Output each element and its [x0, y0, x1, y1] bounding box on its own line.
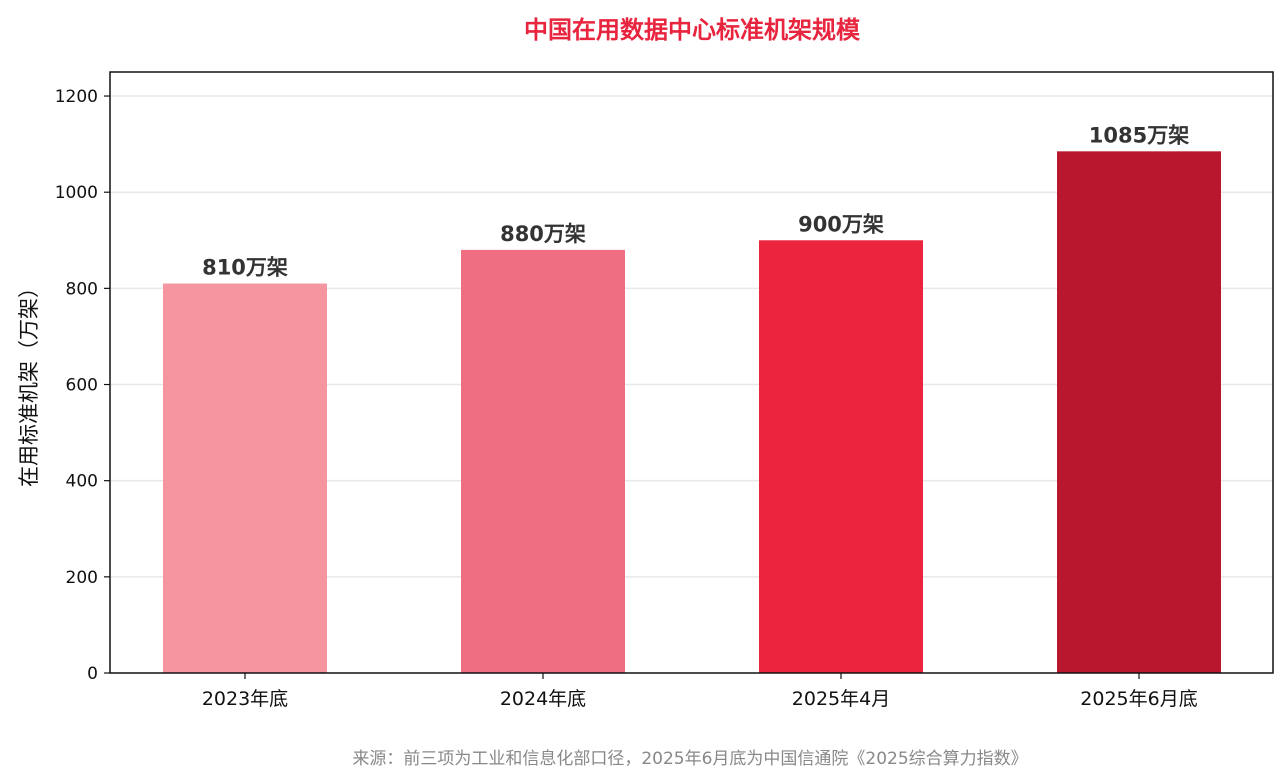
chart-title: 中国在用数据中心标准机架规模: [524, 16, 861, 44]
y-tick-label: 400: [66, 472, 98, 492]
bar-value-label: 880万架: [500, 222, 586, 246]
y-tick-label: 800: [66, 279, 98, 299]
x-axis-ticks: 2023年底 2024年底 2025年4月 2025年6月底: [202, 673, 1198, 710]
y-tick-label: 200: [66, 568, 98, 588]
x-tick-label: 2024年底: [500, 688, 586, 710]
plot-frame: [109, 71, 1274, 674]
x-tick-label: 2023年底: [202, 688, 288, 710]
bar-1: [163, 283, 327, 673]
bar-4: [1057, 151, 1221, 673]
y-tick-label: 1200: [55, 87, 98, 107]
source-note: 来源：前三项为工业和信息化部口径，2025年6月底为中国信通院《2025综合算力…: [352, 749, 1027, 769]
bar-value-label: 810万架: [202, 256, 288, 280]
y-axis-ticks: 0 200 400 600 800 1000 1200: [55, 87, 110, 684]
y-tick-label: 600: [66, 376, 98, 396]
bar-value-label: 900万架: [798, 212, 884, 236]
bars: [163, 151, 1221, 673]
y-tick-label: 1000: [55, 183, 98, 203]
bar-2: [461, 249, 625, 673]
bar-value-label: 1085万架: [1089, 123, 1189, 147]
y-axis-label: 在用标准机架（万架）: [17, 277, 41, 487]
bar-value-labels: 810万架 880万架 900万架 1085万架: [202, 123, 1189, 279]
bar-3: [759, 240, 923, 673]
y-tick-label: 0: [87, 664, 98, 684]
x-tick-label: 2025年4月: [792, 688, 890, 710]
x-tick-label: 2025年6月底: [1080, 688, 1197, 710]
